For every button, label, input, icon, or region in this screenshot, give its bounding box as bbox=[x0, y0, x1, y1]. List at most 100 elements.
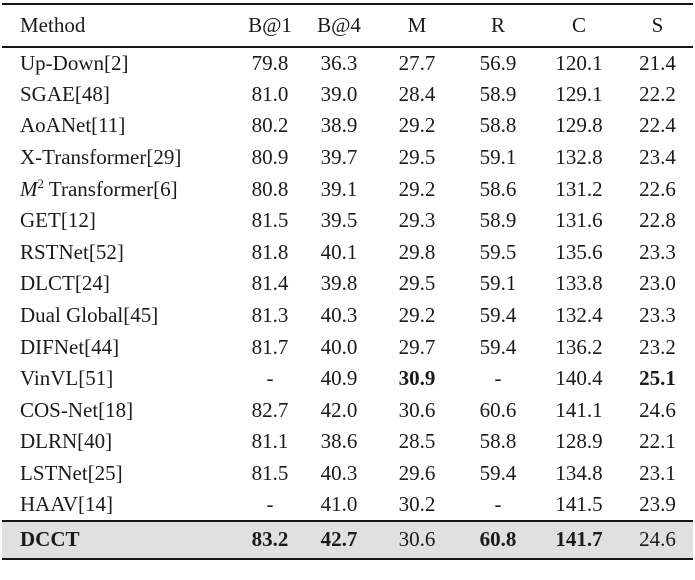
value-cell: 39.5 bbox=[320, 208, 358, 233]
table-header: Method B@1 B@4 M R C S bbox=[2, 4, 693, 47]
table-row: X-Transformer[29] 80.9 39.7 29.5 59.1 132.8 23… bbox=[2, 142, 693, 174]
table-row: SGAE[48] 81.0 39.0 28.4 58.9 129.1 22.2 bbox=[2, 79, 693, 111]
value-cell: 60.8 bbox=[479, 527, 517, 552]
column-header-s: S bbox=[651, 13, 664, 37]
value-cell: 28.4 bbox=[398, 81, 436, 106]
method-label-part: Transformer[6] bbox=[44, 176, 178, 201]
value-cell: 22.8 bbox=[639, 208, 676, 233]
value-cell: - bbox=[266, 492, 274, 517]
method-cell: VinVL[51] bbox=[2, 363, 236, 395]
value-cell: 39.8 bbox=[320, 271, 358, 296]
value-cell: 29.5 bbox=[398, 145, 436, 170]
value-cell: 58.8 bbox=[479, 113, 517, 138]
method-cell: DIFNet[44] bbox=[2, 331, 236, 363]
value-cell: 131.6 bbox=[555, 208, 603, 233]
table-body: Up-Down[2] 79.8 36.3 27.7 56.9 120.1 21.4 SGAE[… bbox=[2, 47, 693, 559]
value-cell: 29.2 bbox=[398, 113, 436, 138]
value-cell: 81.8 bbox=[251, 239, 289, 264]
table-row: Up-Down[2] 79.8 36.3 27.7 56.9 120.1 21.4 bbox=[2, 47, 693, 79]
method-cell: DLRN[40] bbox=[2, 426, 236, 458]
method-label-part: M bbox=[20, 176, 38, 201]
value-cell: 128.9 bbox=[555, 429, 603, 454]
value-cell: 23.9 bbox=[639, 492, 676, 517]
column-header-m: M bbox=[407, 13, 427, 37]
value-cell: 23.3 bbox=[639, 239, 676, 264]
value-cell: 82.7 bbox=[251, 397, 289, 422]
method-cell: RSTNet[52] bbox=[2, 237, 236, 269]
value-cell: 141.1 bbox=[555, 397, 603, 422]
value-cell: 81.5 bbox=[251, 208, 289, 233]
value-cell: 29.5 bbox=[398, 271, 436, 296]
value-cell: 120.1 bbox=[555, 50, 603, 75]
value-cell: 81.4 bbox=[251, 271, 289, 296]
method-cell: HAAV[14] bbox=[2, 489, 236, 521]
value-cell: 135.6 bbox=[555, 239, 603, 264]
value-cell: 30.9 bbox=[398, 366, 436, 391]
method-label-part: Dual Global[45] bbox=[20, 303, 159, 328]
method-label-part: COS-Net[18] bbox=[20, 397, 134, 422]
value-cell: 42.0 bbox=[320, 397, 358, 422]
value-cell: 23.1 bbox=[639, 461, 676, 486]
value-cell: 40.3 bbox=[320, 461, 358, 486]
value-cell: 79.8 bbox=[251, 50, 289, 75]
value-cell: 83.2 bbox=[251, 527, 289, 552]
value-cell: 59.4 bbox=[479, 461, 517, 486]
value-cell: 24.6 bbox=[639, 397, 676, 422]
value-cell: 59.4 bbox=[479, 303, 517, 328]
value-cell: 133.8 bbox=[555, 271, 603, 296]
value-cell: 21.4 bbox=[639, 50, 676, 75]
method-label-part: RSTNet[52] bbox=[20, 239, 124, 264]
value-cell: 81.5 bbox=[251, 461, 289, 486]
method-label-part: GET[12] bbox=[20, 208, 96, 233]
table-row: LSTNet[25] 81.5 40.3 29.6 59.4 134.8 23.1 bbox=[2, 458, 693, 490]
method-cell: COS-Net[18] bbox=[2, 395, 236, 427]
value-cell: 81.7 bbox=[251, 334, 289, 359]
column-header-b1: B@1 bbox=[248, 13, 292, 37]
value-cell: 29.6 bbox=[398, 461, 436, 486]
value-cell: 129.1 bbox=[555, 81, 603, 106]
value-cell: 136.2 bbox=[555, 334, 603, 359]
results-table: Method B@1 B@4 M R C S Up-Down[2] 79.8 36.3 27.7 5… bbox=[2, 3, 693, 560]
method-cell: Up-Down[2] bbox=[2, 47, 236, 79]
value-cell: 30.6 bbox=[398, 397, 436, 422]
value-cell: 36.3 bbox=[320, 50, 358, 75]
value-cell: 81.0 bbox=[251, 81, 289, 106]
method-label-part: DCCT bbox=[20, 527, 80, 552]
table-row: VinVL[51] - 40.9 30.9 - 140.4 25.1 bbox=[2, 363, 693, 395]
value-cell: 140.4 bbox=[555, 366, 603, 391]
table-row: Dual Global[45] 81.3 40.3 29.2 59.4 132.4 23.3 bbox=[2, 300, 693, 332]
value-cell: 38.6 bbox=[320, 429, 358, 454]
value-cell: 81.1 bbox=[251, 429, 289, 454]
value-cell: - bbox=[266, 366, 274, 391]
value-cell: 22.1 bbox=[639, 429, 676, 454]
value-cell: 23.0 bbox=[639, 271, 676, 296]
value-cell: 24.6 bbox=[639, 527, 676, 552]
method-label-part: X-Transformer[29] bbox=[20, 145, 182, 170]
value-cell: 40.1 bbox=[320, 239, 358, 264]
method-label-part: VinVL[51] bbox=[20, 366, 114, 391]
method-label-part: DLRN[40] bbox=[20, 429, 113, 454]
table-row: RSTNet[52] 81.8 40.1 29.8 59.5 135.6 23.3 bbox=[2, 237, 693, 269]
method-cell: DCCT bbox=[2, 521, 236, 559]
table-row: AoANet[11] 80.2 38.9 29.2 58.8 129.8 22.4 bbox=[2, 110, 693, 142]
value-cell: 134.8 bbox=[555, 461, 603, 486]
value-cell: - bbox=[494, 492, 502, 517]
value-cell: 41.0 bbox=[320, 492, 358, 517]
value-cell: 132.4 bbox=[555, 303, 603, 328]
method-label-part: SGAE[48] bbox=[20, 81, 110, 106]
value-cell: 40.3 bbox=[320, 303, 358, 328]
value-cell: 23.3 bbox=[639, 303, 676, 328]
method-cell: M2 Transformer[6] bbox=[2, 173, 236, 205]
method-label-part: HAAV[14] bbox=[20, 492, 113, 517]
value-cell: 58.6 bbox=[479, 176, 517, 201]
value-cell: 28.5 bbox=[398, 429, 436, 454]
value-cell: 22.6 bbox=[639, 176, 676, 201]
table-row: DCCT 83.2 42.7 30.6 60.8 141.7 24.6 bbox=[2, 520, 693, 559]
method-cell: Dual Global[45] bbox=[2, 300, 236, 332]
value-cell: 39.7 bbox=[320, 145, 358, 170]
value-cell: 80.9 bbox=[251, 145, 289, 170]
table-row: DLCT[24] 81.4 39.8 29.5 59.1 133.8 23.0 bbox=[2, 268, 693, 300]
value-cell: 81.3 bbox=[251, 303, 289, 328]
method-cell: SGAE[48] bbox=[2, 79, 236, 111]
value-cell: 29.7 bbox=[398, 334, 436, 359]
